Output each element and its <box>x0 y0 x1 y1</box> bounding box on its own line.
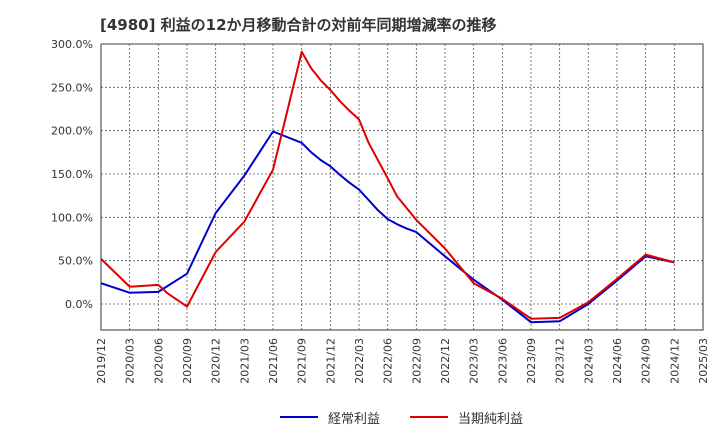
x-tick-label: 2023/06 <box>496 338 509 384</box>
x-tick-label: 2023/12 <box>554 338 567 384</box>
x-tick-label: 2022/06 <box>382 338 395 384</box>
x-tick-label: 2020/09 <box>181 338 194 384</box>
series-line-keijo-rieki <box>100 130 675 324</box>
legend-item-toki-jun-rieki: 当期純利益 <box>410 406 523 428</box>
legend-swatch-keijo-rieki <box>280 416 318 418</box>
legend-swatch-toki-jun-rieki <box>410 416 448 418</box>
x-tick-label: 2024/12 <box>668 338 681 384</box>
x-tick-label: 2021/12 <box>324 338 337 384</box>
x-tick-label: 2024/06 <box>611 338 624 384</box>
y-tick-label: 200.0% <box>51 125 93 138</box>
x-tick-label: 2023/09 <box>525 338 538 384</box>
x-tick-label: 2024/09 <box>640 338 653 384</box>
x-tick-label: 2022/12 <box>439 338 452 384</box>
x-tick-label: 2021/06 <box>267 338 280 384</box>
x-tick-label: 2021/09 <box>296 338 309 384</box>
x-tick-label: 2022/09 <box>410 338 423 384</box>
chart-title: [4980] 利益の12か月移動合計の対前年同期増減率の推移 <box>100 16 497 34</box>
x-tick-label: 2020/06 <box>152 338 165 384</box>
y-tick-label: 250.0% <box>51 81 93 94</box>
series-line-toki-jun-rieki <box>100 50 675 320</box>
y-tick-label: 300.0% <box>51 38 93 51</box>
x-tick-label: 2021/03 <box>238 338 251 384</box>
legend-item-keijo-rieki: 経常利益 <box>280 406 380 428</box>
x-tick-label: 2023/03 <box>468 338 481 384</box>
y-tick-label: 100.0% <box>51 211 93 224</box>
y-tick-label: 0.0% <box>65 298 93 311</box>
y-tick-label: 50.0% <box>58 255 93 268</box>
x-tick-label: 2025/03 <box>697 338 710 384</box>
legend-label-toki-jun-rieki: 当期純利益 <box>458 411 524 427</box>
x-tick-label: 2019/12 <box>95 338 108 384</box>
plot-area <box>100 43 704 331</box>
x-tick-label: 2024/03 <box>582 338 595 384</box>
y-tick-label: 150.0% <box>51 168 93 181</box>
x-tick-label: 2022/03 <box>353 338 366 384</box>
x-tick-label: 2020/12 <box>210 338 223 384</box>
legend-label-keijo-rieki: 経常利益 <box>328 411 381 427</box>
x-tick-label: 2020/03 <box>124 338 137 384</box>
legend: 経常利益 当期純利益 <box>0 406 720 428</box>
